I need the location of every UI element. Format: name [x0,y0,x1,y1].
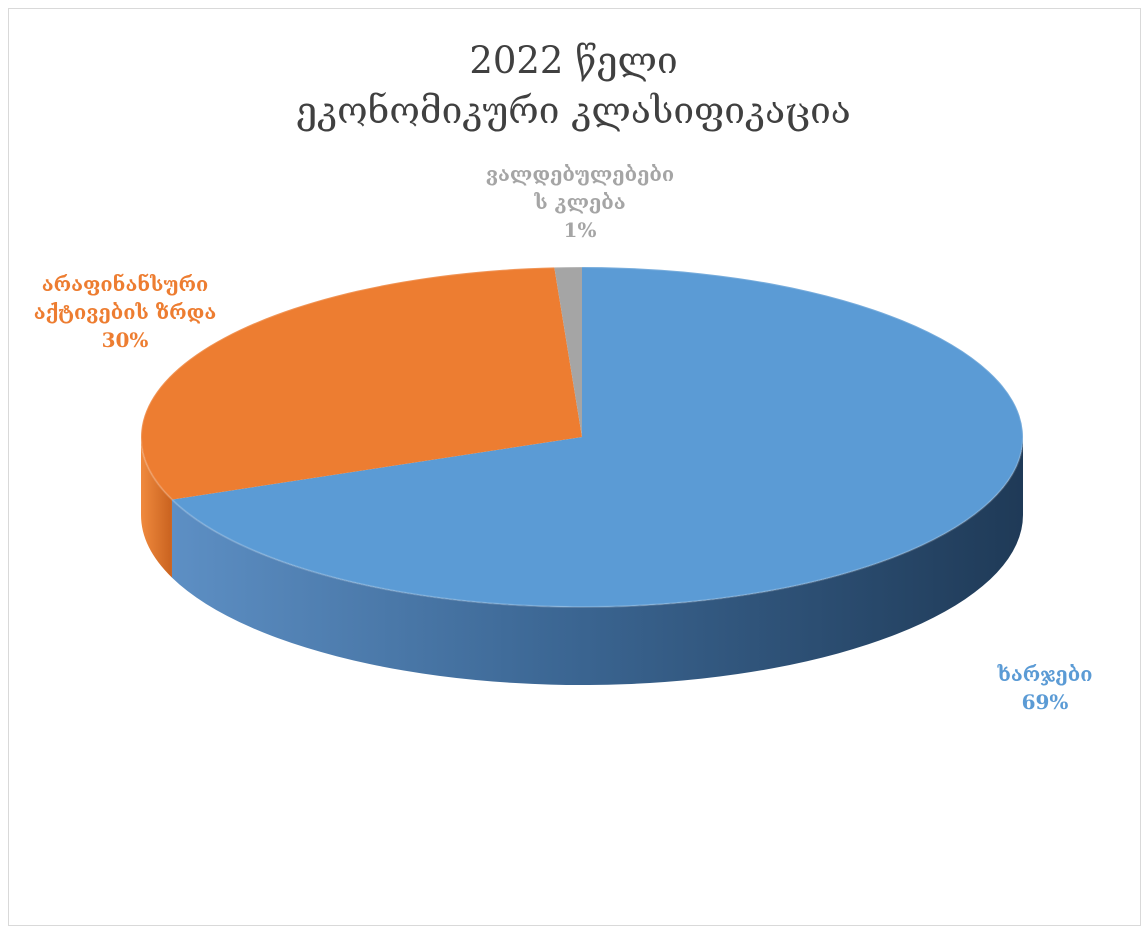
pie-side-expenses [171,437,1023,685]
data-label-nonfinancial-percent: 30% [101,328,149,352]
pie-slice-expenses [171,267,1024,607]
data-label-nonfinancial-line-1: არაფინანსური [41,272,209,296]
pie-side-nonfinancial [141,437,172,578]
data-label-expenses: ხარჯები 69% [975,660,1115,716]
data-label-nonfinancial-line-2: აქტივების ზრდა [33,300,217,324]
data-label-expenses-percent: 69% [1021,690,1069,714]
data-label-liabilities: ვალდებულებები ს კლება 1% [460,160,700,244]
data-label-nonfinancial: არაფინანსური აქტივების ზრდა 30% [10,270,240,354]
data-label-expenses-line-1: ხარჯები [997,662,1093,686]
pie-rim [140,266,1024,608]
chart-title-line-2: ეკონომიკური კლასიფიკაცია [296,89,851,132]
data-label-liabilities-percent: 1% [563,218,597,242]
pie-slice-liabilities [554,267,582,437]
pie-slice-nonfinancial [140,267,582,500]
chart-title: 2022 წელი ეკონომიკური კლასიფიკაცია [0,36,1147,136]
chart-title-line-1: 2022 წელი [469,39,678,82]
data-label-liabilities-line-1: ვალდებულებები [485,162,675,186]
data-label-liabilities-line-2: ს კლება [534,190,626,214]
